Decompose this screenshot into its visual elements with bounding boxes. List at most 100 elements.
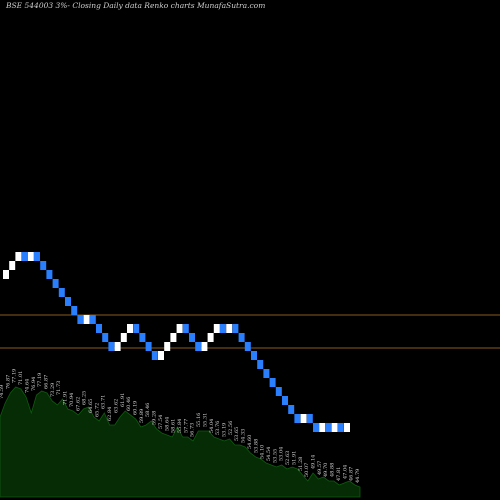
renko-brick-down: [96, 324, 102, 333]
renko-brick-up: [9, 261, 16, 270]
renko-brick-down: [251, 351, 257, 360]
volume-label: 64.65: [88, 399, 94, 413]
volume-label: 56.73: [190, 423, 196, 437]
volume-label: 48.88: [330, 463, 336, 477]
renko-brick-down: [89, 315, 96, 324]
renko-brick-up: [300, 414, 307, 423]
volume-label: 67.62: [75, 397, 81, 411]
renko-brick-up: [83, 315, 90, 324]
renko-brick-down: [46, 270, 53, 279]
renko-brick-up: [344, 423, 350, 432]
volume-label: 57.54: [158, 415, 164, 429]
renko-brick-up: [176, 324, 183, 333]
renko-brick-down: [139, 333, 146, 342]
renko-brick-up: [207, 333, 214, 342]
volume-label: 74.64: [24, 379, 30, 393]
volume-label: 74.59: [0, 385, 5, 399]
volume-area: [0, 386, 361, 498]
volume-label: 53.88: [253, 439, 259, 453]
renko-brick-down: [65, 297, 71, 306]
volume-label: 51.91: [291, 451, 297, 465]
volume-label: 76.87: [5, 375, 11, 389]
volume-label: 71.73: [56, 381, 62, 395]
volume-label: 54.33: [241, 429, 247, 443]
volume-label: 47.04: [342, 465, 348, 479]
volume-label: 52.63: [285, 451, 291, 465]
renko-brick-down: [257, 360, 264, 369]
volume-label: 71.01: [18, 371, 24, 385]
renko-brick-up: [158, 351, 164, 360]
volume-label: 57.77: [183, 419, 189, 433]
volume-label: 73.29: [50, 383, 56, 397]
renko-brick-up: [120, 333, 127, 342]
renko-brick-down: [21, 252, 28, 261]
renko-brick-down: [232, 324, 239, 333]
renko-brick-down: [40, 261, 47, 270]
renko-brick-up: [3, 270, 9, 279]
renko-brick-up: [114, 342, 121, 351]
volume-label: 53.04: [279, 447, 285, 461]
renko-brick-down: [306, 414, 313, 423]
volume-label: 63.62: [113, 399, 119, 413]
renko-brick-down: [269, 378, 276, 387]
renko-brick-up: [319, 423, 326, 432]
renko-brick-down: [337, 423, 344, 432]
renko-brick-down: [288, 405, 295, 414]
renko-brick-down: [182, 324, 189, 333]
renko-brick-down: [151, 351, 158, 360]
volume-label: 55.16: [196, 413, 202, 427]
volume-label: 66.87: [44, 375, 50, 389]
volume-label: 71.91: [63, 391, 69, 405]
renko-brick-down: [71, 306, 78, 315]
renko-brick-up: [331, 423, 338, 432]
volume-label: 54.54: [266, 447, 272, 461]
volume-label: 53.76: [215, 421, 221, 435]
volume-label: 54.10: [260, 445, 266, 459]
volume-label: 70.94: [69, 393, 75, 407]
volume-label: 53.65: [234, 427, 240, 441]
volume-label: 59.28: [152, 411, 158, 425]
renko-bricks: [3, 252, 350, 432]
volume-label: 65.72: [94, 403, 100, 417]
renko-brick-down: [52, 279, 59, 288]
renko-brick-down: [102, 333, 109, 342]
volume-label: 54.04: [209, 419, 215, 433]
renko-brick-down: [133, 324, 140, 333]
volume-label: 60.19: [133, 401, 139, 415]
volume-area-path: [0, 386, 361, 498]
volume-label: 55.84: [177, 419, 183, 433]
renko-brick-down: [244, 342, 251, 351]
renko-brick-down: [77, 315, 84, 324]
renko-brick-down: [145, 342, 152, 351]
renko-brick-down: [325, 423, 332, 432]
volume-label: 49.14: [311, 455, 317, 469]
renko-brick-up: [127, 324, 133, 333]
volume-label: 58.61: [171, 419, 177, 433]
volume-label: 54.60: [247, 435, 253, 449]
volume-label: 60.46: [126, 397, 132, 411]
volume-label: 50.07: [304, 463, 310, 477]
renko-brick-up: [213, 324, 220, 333]
volume-label: 68.25: [82, 391, 88, 405]
renko-brick-down: [195, 342, 202, 351]
renko-brick-down: [275, 387, 282, 396]
renko-brick-up: [226, 324, 233, 333]
volume-label: 53.55: [272, 449, 278, 463]
volume-label: 51.28: [298, 457, 304, 471]
renko-brick-up: [170, 333, 177, 342]
volume-label: 53.19: [222, 423, 228, 437]
renko-brick-down: [108, 342, 115, 351]
volume-label: 49.57: [317, 461, 323, 475]
renko-brick-down: [238, 333, 245, 342]
volume-label: 52.56: [228, 421, 234, 435]
renko-brick-up: [201, 342, 208, 351]
volume-label: 44.79: [355, 469, 361, 483]
renko-brick-down: [263, 369, 270, 378]
volume-label: 77.19: [12, 369, 18, 383]
volume-label: 58.46: [145, 403, 151, 417]
renko-brick-down: [220, 324, 226, 333]
volume-label: 61.91: [120, 393, 126, 407]
volume-label: 49.70: [323, 463, 329, 477]
